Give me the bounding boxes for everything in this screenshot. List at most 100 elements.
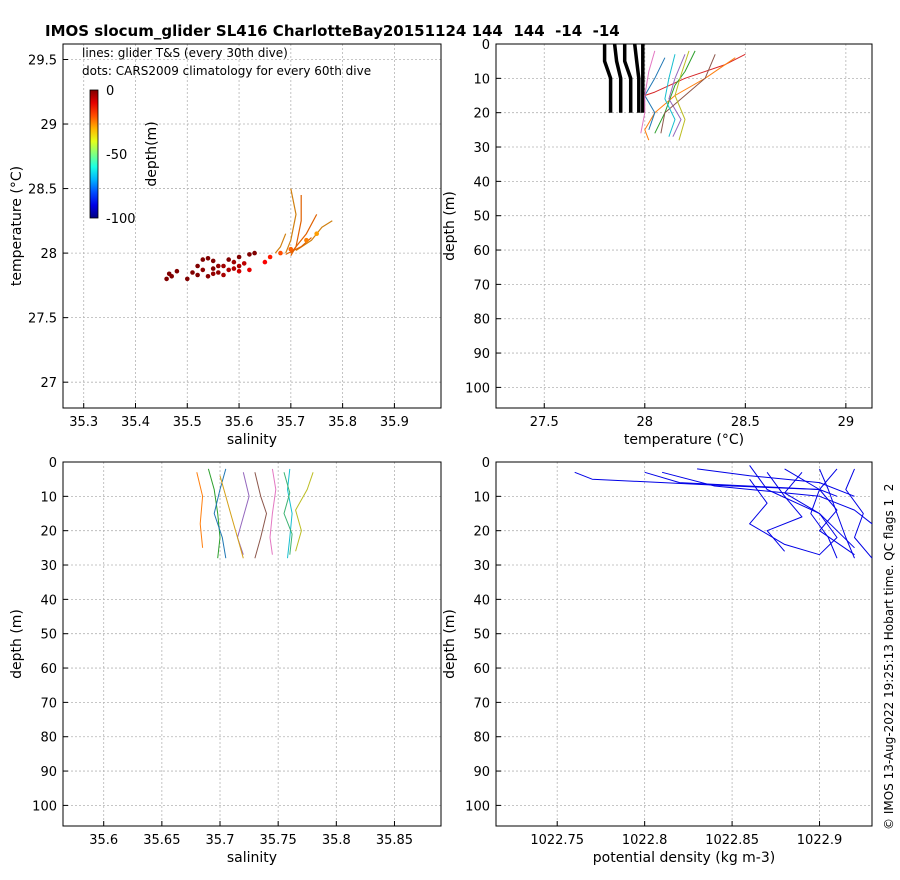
- dens_depth-ylabel: depth (m): [442, 609, 458, 679]
- temp_depth-ytick-label: 40: [473, 175, 490, 190]
- temp-glider-profile: [640, 50, 656, 134]
- temp_depth-ytick-label: 70: [473, 278, 490, 293]
- ts-climatology-dot: [216, 270, 221, 275]
- ts-climatology-dot: [288, 246, 294, 252]
- density-profile: [810, 468, 838, 559]
- ts-climatology-dot: [195, 263, 200, 269]
- dens_depth-ytick-label: 50: [473, 628, 490, 643]
- temp-climatology-profile: [632, 43, 641, 113]
- sal_depth-ytick-label: 30: [40, 559, 57, 574]
- ts-climatology-dot: [241, 261, 247, 266]
- salinity-profile: [196, 472, 204, 548]
- dens_depth-ytick-label: 60: [473, 662, 490, 677]
- sal_depth-ytick-label: 70: [40, 696, 57, 711]
- temp_depth-ytick-label: 100: [465, 381, 490, 396]
- ts-climatology-dot: [174, 268, 180, 274]
- sal_depth-ytick-label: 0: [49, 456, 57, 471]
- temp_depth-xtick-label: 28.5: [731, 415, 760, 430]
- ts-climatology-dot: [252, 250, 257, 256]
- density-profile: [749, 478, 820, 556]
- density-profile: [784, 471, 838, 556]
- temp_depth-ytick-label: 80: [473, 313, 490, 328]
- sal_depth-ylabel: depth (m): [9, 609, 25, 679]
- dens_depth-xtick-label: 1022.75: [530, 833, 584, 848]
- ts-climatology-dot: [231, 266, 237, 271]
- dens_depth-ytick-label: 0: [482, 456, 490, 471]
- ts-ylabel: temperature (°C): [9, 166, 25, 286]
- salinity-profile: [269, 468, 277, 555]
- sal_depth-xtick-label: 35.65: [143, 833, 180, 848]
- dens_depth-ytick-label: 40: [473, 593, 490, 608]
- colorbar-tick-label: -50: [106, 148, 127, 163]
- figure-title: IMOS slocum_glider SL416 CharlotteBay201…: [45, 22, 620, 40]
- dens_depth-ytick-label: 10: [473, 490, 490, 505]
- temp_depth-ytick-label: 60: [473, 244, 490, 259]
- ts-climatology-dot: [205, 274, 211, 279]
- temp_depth-ytick-label: 90: [473, 347, 490, 362]
- dens_depth-xtick-label: 1022.8: [622, 833, 668, 848]
- temp_depth-ytick-label: 10: [473, 72, 490, 87]
- temp_depth-ytick-label: 50: [473, 210, 490, 225]
- sal_depth-ytick-label: 100: [32, 799, 57, 814]
- ts-climatology-dot: [231, 259, 237, 265]
- ts-ytick-label: 28.5: [28, 183, 57, 198]
- ts-climatology-dot: [216, 263, 221, 269]
- temp-glider-profile: [654, 50, 696, 134]
- salinity-profile: [295, 472, 314, 552]
- sal_depth-xlabel: salinity: [227, 850, 277, 866]
- sal_depth-axes: [62, 461, 442, 827]
- temp_depth-plot-area: [496, 44, 872, 408]
- sal_depth-xtick-label: 35.75: [260, 833, 297, 848]
- ts-climatology-dot: [236, 268, 242, 274]
- ts-annotation: dots: CARS2009 climatology for every 60t…: [82, 64, 371, 78]
- ts-ytick-label: 29: [40, 118, 57, 133]
- sal_depth-xtick-label: 35.7: [206, 833, 235, 848]
- temp-climatology-profile: [622, 44, 633, 113]
- ts-climatology-dot: [221, 272, 226, 278]
- ts-xtick-label: 35.3: [69, 415, 98, 430]
- sal_depth-frame: [62, 461, 442, 827]
- temp-glider-profile: [644, 53, 746, 96]
- density-profile: [697, 468, 855, 497]
- ts-climatology-dot: [210, 258, 216, 264]
- dens_depth-plot-area: [496, 462, 872, 826]
- temp_depth-ylabel: depth (m): [442, 191, 458, 261]
- ts-xtick-label: 35.6: [225, 415, 254, 430]
- ts-glider-line: [285, 188, 297, 254]
- salinity-profile: [287, 468, 293, 559]
- dens_depth-xtick-label: 1022.85: [705, 833, 759, 848]
- ts-axes: [62, 43, 442, 409]
- temp_depth-ytick-label: 0: [482, 38, 490, 53]
- density-profile: [845, 468, 873, 559]
- sal_depth-ytick-label: 60: [40, 662, 57, 677]
- ts-climatology-dot: [262, 259, 268, 265]
- dens_depth-axes: [495, 461, 873, 827]
- ts-xtick-label: 35.8: [328, 415, 357, 430]
- ts-climatology-dot: [200, 257, 206, 262]
- ts-glider-line: [274, 233, 287, 254]
- salinity-profile: [207, 468, 221, 559]
- ts-climatology-dot: [247, 267, 252, 273]
- temp_depth-xtick-label: 27.5: [530, 415, 559, 430]
- ts-ytick-label: 27: [40, 376, 57, 391]
- sal_depth-xtick-label: 35.8: [322, 833, 351, 848]
- ts-xtick-label: 35.4: [121, 415, 150, 430]
- dens_depth-ytick-label: 70: [473, 696, 490, 711]
- sal_depth-ytick-label: 20: [40, 525, 57, 540]
- ts-climatology-dot: [226, 267, 231, 273]
- sal_depth-ytick-label: 90: [40, 765, 57, 780]
- ts-climatology-dot: [164, 276, 169, 282]
- salinity-profile: [219, 475, 244, 559]
- dens_depth-ytick-label: 100: [465, 799, 490, 814]
- colorbar-tick-label: -100: [106, 212, 136, 227]
- sal_depth-ytick-label: 50: [40, 628, 57, 643]
- density-profile: [784, 468, 855, 556]
- ts-frame: [62, 43, 442, 409]
- density-profile: [661, 471, 873, 525]
- ts-climatology-dot: [195, 272, 200, 278]
- ts-climatology-dot: [166, 271, 172, 277]
- dens_depth-ytick-label: 30: [473, 559, 490, 574]
- dens_depth-frame: [495, 461, 873, 827]
- dens_depth-ytick-label: 20: [473, 525, 490, 540]
- temp_depth-axes: [495, 43, 873, 409]
